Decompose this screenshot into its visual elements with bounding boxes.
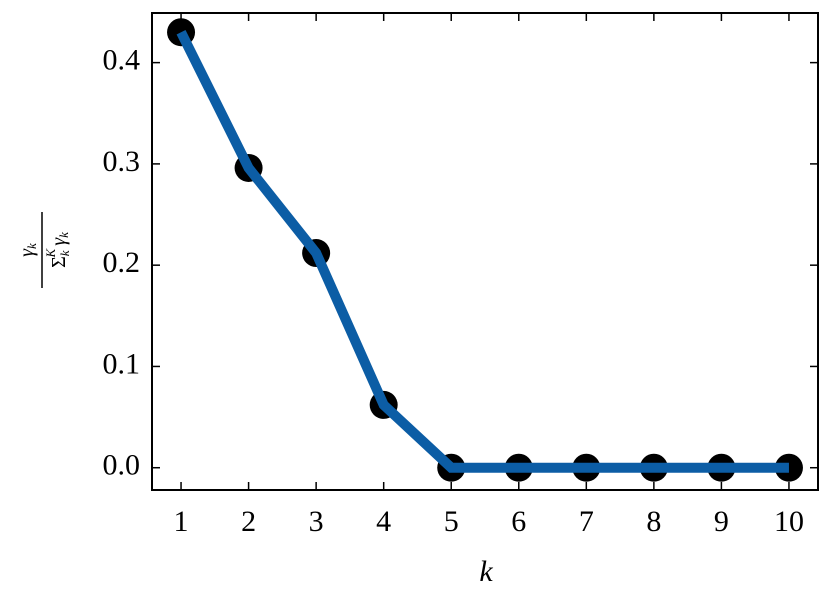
y-label-denominator: ΣkKγk [43,232,72,268]
y-axis-label: γk ΣkKγk [16,212,72,288]
y-label-part: k [56,232,71,238]
y-label-part: Σ [48,256,70,268]
x-tick-label: 9 [714,505,729,538]
x-axis-label: k [479,555,493,588]
x-tick-label: 6 [511,505,526,538]
y-tick-label: 0.3 [103,145,141,178]
x-tick-label: 4 [376,505,391,538]
x-tick-label: 10 [774,505,804,538]
y-label-part: γ [48,237,70,246]
x-tick-label: 1 [174,505,189,538]
x-tick-label: 8 [646,505,661,538]
x-tick-label: 2 [241,505,256,538]
y-tick-label: 0.0 [103,449,141,482]
y-tick-label: 0.1 [103,347,141,380]
y-tick-label: 0.2 [103,246,141,279]
plot-frame [151,12,819,491]
y-label-part: γ [16,248,38,257]
y-label-part: k [57,250,72,256]
x-tick-label: 5 [444,505,459,538]
y-label-part: k [24,243,39,249]
x-tick-label: 3 [309,505,324,538]
y-tick-label: 0.4 [103,44,141,77]
y-label-part: K [43,247,58,258]
x-tick-label: 7 [579,505,594,538]
y-label-numerator: γk [16,243,39,257]
line [176,30,789,473]
